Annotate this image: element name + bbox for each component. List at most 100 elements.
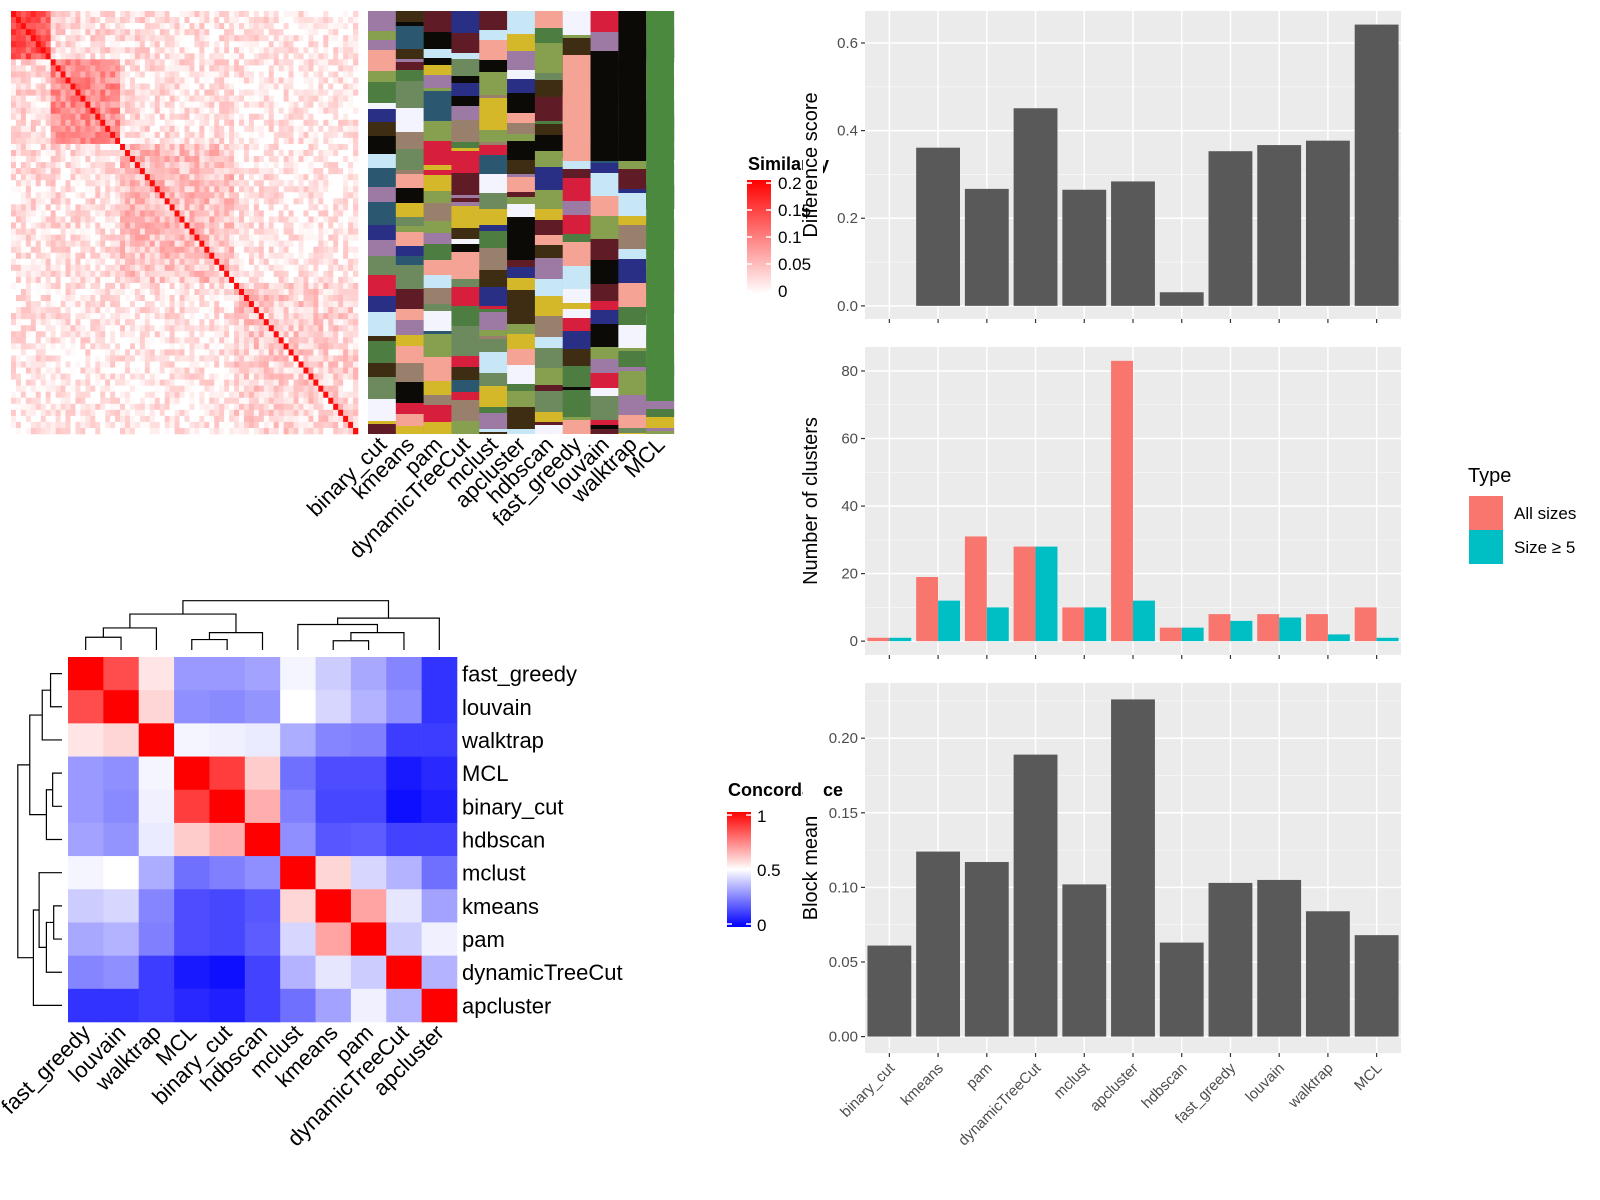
similarity-cell — [283, 282, 289, 290]
similarity-cell — [199, 125, 205, 133]
similarity-cell — [70, 337, 76, 344]
similarity-cell — [85, 246, 91, 254]
similarity-cell — [353, 325, 359, 332]
similarity-cell — [333, 143, 339, 151]
similarity-cell — [313, 17, 319, 24]
similarity-cell — [229, 53, 235, 60]
similarity-cell — [288, 174, 294, 181]
similarity-cell — [30, 186, 37, 193]
similarity-cell — [199, 385, 205, 392]
similarity-cell — [105, 143, 111, 151]
similarity-cell — [248, 331, 255, 338]
similarity-cell — [268, 385, 275, 392]
similarity-cell — [70, 373, 76, 380]
similarity-cell — [258, 216, 265, 223]
similarity-cell — [15, 307, 22, 314]
similarity-cell — [20, 95, 27, 102]
similarity-cell — [239, 89, 245, 96]
similarity-cell — [239, 113, 245, 121]
similarity-cell — [278, 343, 284, 350]
similarity-cell — [243, 415, 250, 423]
similarity-cell — [30, 216, 37, 223]
similarity-cell — [184, 125, 190, 133]
similarity-cell — [120, 403, 126, 411]
similarity-cell — [303, 295, 309, 302]
similarity-cell — [40, 415, 46, 423]
similarity-cell — [209, 59, 215, 66]
similarity-cell — [303, 83, 309, 90]
similarity-cell — [323, 355, 329, 362]
similarity-cell — [268, 228, 275, 235]
similarity-cell — [100, 295, 106, 302]
similarity-cell — [110, 180, 116, 187]
similarity-cell — [70, 149, 76, 157]
similarity-cell — [199, 295, 205, 302]
similarity-cell — [80, 192, 86, 199]
similarity-cell — [209, 222, 215, 229]
similarity-cell — [45, 137, 51, 145]
similarity-cell — [11, 276, 17, 284]
similarity-cell — [348, 252, 354, 260]
similarity-cell — [288, 252, 294, 260]
similarity-cell — [159, 59, 165, 66]
similarity-cell — [139, 331, 146, 338]
similarity-cell — [90, 137, 96, 145]
similarity-cell — [50, 71, 56, 78]
similarity-cell — [333, 331, 339, 338]
similarity-cell — [125, 83, 131, 90]
similarity-cell — [55, 41, 61, 48]
annotation-segment — [368, 240, 397, 256]
similarity-cell — [70, 119, 76, 127]
similarity-cell — [184, 240, 190, 247]
similarity-cell — [169, 186, 175, 193]
similarity-cell — [303, 186, 309, 193]
similarity-cell — [110, 35, 116, 42]
similarity-cell — [184, 252, 190, 260]
similarity-cell — [184, 379, 190, 386]
similarity-cell — [80, 361, 86, 368]
similarity-cell — [239, 234, 245, 241]
similarity-cell — [209, 29, 215, 36]
similarity-cell — [105, 35, 111, 42]
annotation-segment — [423, 58, 452, 65]
similarity-cell — [149, 288, 156, 296]
similarity-cell — [115, 361, 121, 368]
similarity-cell — [50, 421, 56, 429]
similarity-cell — [110, 415, 116, 423]
annotation-segment — [423, 422, 452, 434]
similarity-cell — [139, 282, 146, 290]
similarity-cell — [239, 246, 245, 254]
similarity-cell — [283, 270, 289, 278]
similarity-cell — [258, 391, 265, 399]
similarity-cell — [224, 198, 230, 205]
similarity-cell — [293, 349, 299, 356]
similarity-cell — [333, 343, 339, 350]
similarity-cell — [288, 331, 294, 338]
similarity-cell — [35, 174, 42, 181]
similarity-cell — [343, 180, 349, 187]
similarity-cell — [199, 198, 205, 205]
similarity-cell — [35, 295, 42, 302]
similarity-cell — [253, 17, 260, 24]
similarity-cell — [323, 89, 329, 96]
similarity-cell — [35, 17, 42, 24]
similarity-cell — [273, 210, 279, 217]
similarity-cell — [100, 23, 106, 30]
similarity-cell — [65, 379, 71, 386]
similarity-cell — [129, 125, 136, 133]
similarity-cell — [219, 288, 225, 296]
similarity-cell — [323, 180, 329, 187]
similarity-cell — [273, 343, 279, 350]
similarity-cell — [288, 137, 294, 145]
similarity-cell — [298, 23, 304, 30]
similarity-cell — [11, 343, 17, 350]
similarity-cell — [239, 204, 245, 211]
similarity-cell — [35, 409, 42, 417]
similarity-cell — [139, 403, 146, 411]
similarity-cell — [318, 107, 324, 115]
similarity-cell — [144, 373, 151, 380]
similarity-cell — [20, 11, 27, 18]
similarity-cell — [30, 228, 37, 235]
similarity-cell — [75, 192, 81, 199]
similarity-cell — [258, 119, 265, 127]
